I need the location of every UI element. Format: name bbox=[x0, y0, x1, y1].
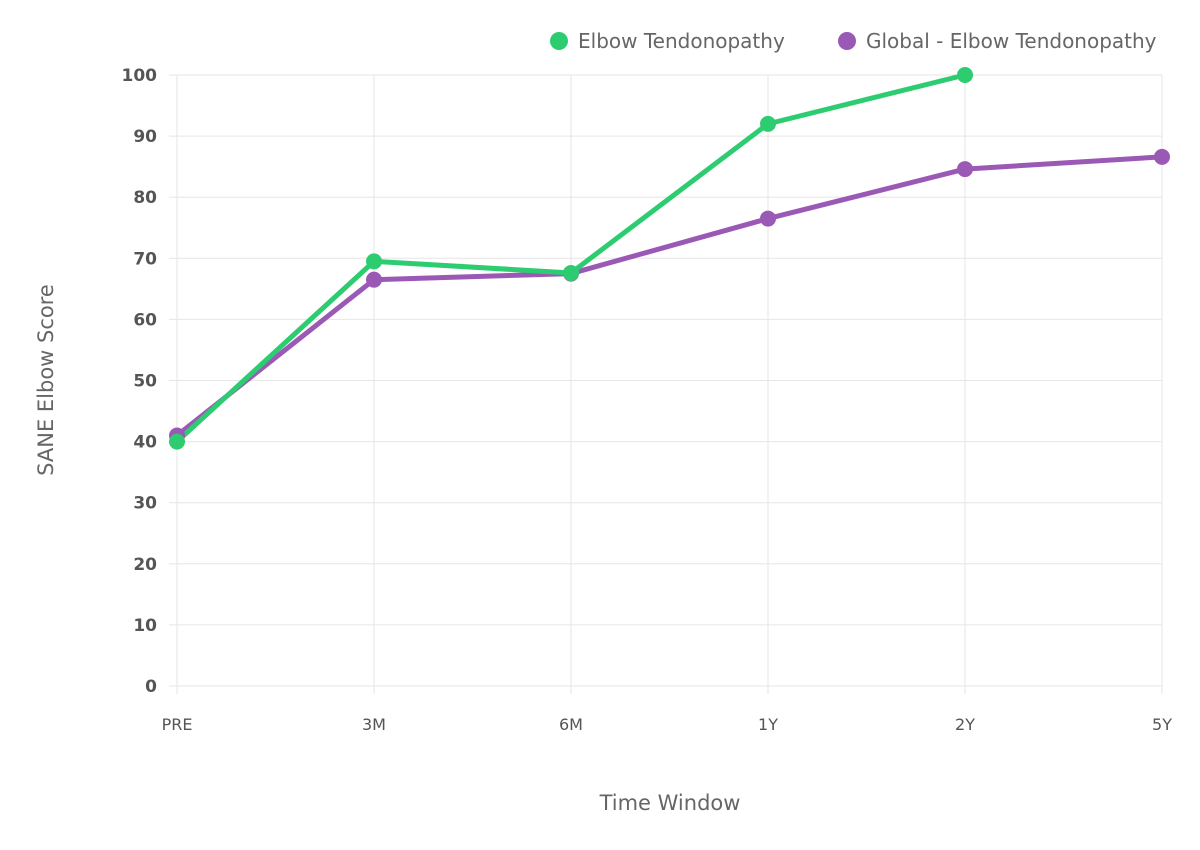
data-point-elbow-tendonopathy[interactable] bbox=[169, 433, 185, 450]
legend-marker-global-elbow-tendonopathy bbox=[838, 32, 856, 50]
series-line-global-elbow-tendonopathy bbox=[174, 154, 1165, 438]
legend-item-global-elbow-tendonopathy[interactable]: Global - Elbow Tendonopathy bbox=[838, 29, 1157, 53]
x-tick-label: 2Y bbox=[955, 715, 975, 734]
x-tick-label: PRE bbox=[162, 715, 193, 734]
y-tick-label: 80 bbox=[133, 188, 157, 208]
data-point-elbow-tendonopathy[interactable] bbox=[563, 264, 579, 281]
x-axis-ticks: PRE 3M 6M 1Y 2Y 5Y bbox=[162, 715, 1173, 734]
data-point-global-elbow-tendonopathy[interactable] bbox=[957, 161, 973, 178]
legend[interactable]: Elbow Tendonopathy Global - Elbow Tendon… bbox=[550, 29, 1157, 53]
data-point-global-elbow-tendonopathy[interactable] bbox=[366, 271, 382, 288]
series-group bbox=[169, 67, 1170, 450]
y-tick-label: 30 bbox=[133, 494, 157, 514]
legend-item-elbow-tendonopathy[interactable]: Elbow Tendonopathy bbox=[550, 29, 785, 53]
y-axis-ticks: 0 10 20 30 40 50 60 70 80 90 100 bbox=[122, 66, 158, 697]
x-tick-label: 1Y bbox=[758, 715, 778, 734]
data-point-global-elbow-tendonopathy[interactable] bbox=[760, 210, 776, 227]
x-tick-label: 5Y bbox=[1152, 715, 1172, 734]
data-point-elbow-tendonopathy[interactable] bbox=[366, 253, 382, 270]
legend-label-global-elbow-tendonopathy: Global - Elbow Tendonopathy bbox=[866, 29, 1157, 53]
y-tick-label: 70 bbox=[133, 249, 157, 269]
y-tick-label: 0 bbox=[145, 677, 157, 697]
legend-marker-elbow-tendonopathy bbox=[550, 32, 568, 50]
data-point-elbow-tendonopathy[interactable] bbox=[760, 115, 776, 132]
y-tick-label: 90 bbox=[133, 127, 157, 147]
x-tick-label: 6M bbox=[559, 715, 583, 734]
data-point-global-elbow-tendonopathy[interactable] bbox=[1154, 148, 1170, 165]
y-tick-label: 10 bbox=[133, 616, 157, 636]
x-tick-label: 3M bbox=[362, 715, 386, 734]
y-tick-label: 100 bbox=[122, 66, 158, 86]
y-tick-label: 20 bbox=[133, 555, 157, 575]
legend-label-elbow-tendonopathy: Elbow Tendonopathy bbox=[578, 29, 785, 53]
y-tick-label: 50 bbox=[133, 372, 157, 392]
x-axis-title: Time Window bbox=[599, 791, 741, 815]
y-tick-label: 40 bbox=[133, 433, 157, 453]
y-axis-title: SANE Elbow Score bbox=[34, 284, 58, 476]
y-tick-label: 60 bbox=[133, 310, 157, 330]
data-point-elbow-tendonopathy[interactable] bbox=[957, 67, 973, 83]
